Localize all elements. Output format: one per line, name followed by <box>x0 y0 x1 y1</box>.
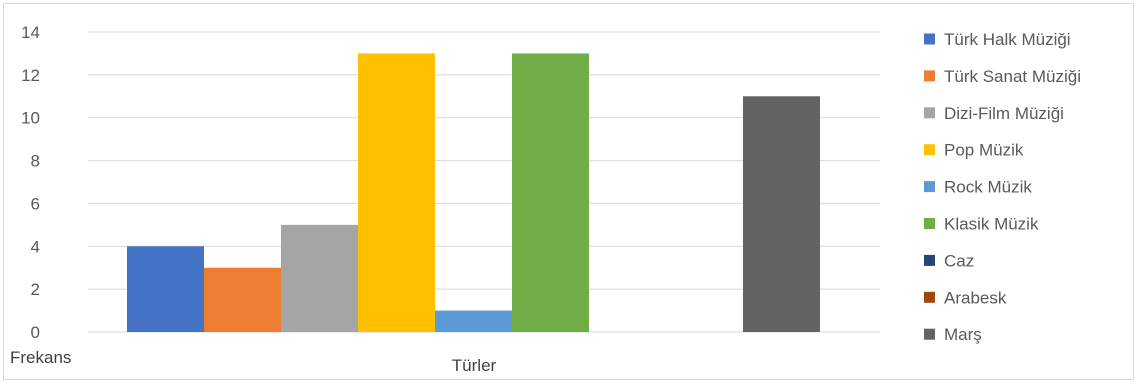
bar-pop-müzik <box>358 53 435 333</box>
y-tick-label: 8 <box>31 152 40 171</box>
legend-item: Türk Halk Müziği <box>924 30 1071 49</box>
bar-klasik-müzik <box>512 53 589 333</box>
legend-label: Caz <box>944 251 974 270</box>
x-axis-label: Türler <box>452 356 497 375</box>
legend-item: Türk Sanat Müziği <box>924 67 1081 86</box>
bars <box>127 53 820 333</box>
y-tick-label: 2 <box>31 280 40 299</box>
legend-swatch <box>924 218 935 229</box>
y-axis-label: Frekans <box>10 348 71 367</box>
legend-swatch <box>924 291 935 303</box>
legend-label: Türk Halk Müziği <box>944 30 1071 49</box>
legend-label: Rock Müzik <box>944 178 1032 197</box>
y-tick-label: 4 <box>31 237 40 256</box>
legend: Türk Halk Müziği Türk Sanat Müziği Dizi-Fi… <box>924 30 1081 344</box>
legend-item: Rock Müzik <box>924 178 1032 197</box>
y-tick-label: 10 <box>21 109 40 128</box>
y-tick-label: 0 <box>31 323 40 342</box>
legend-swatch <box>924 70 935 82</box>
legend-item: Arabesk <box>924 288 1007 307</box>
legend-item: Caz <box>924 251 974 270</box>
legend-item: Klasik Müzik <box>924 215 1039 234</box>
legend-label: Arabesk <box>944 288 1007 307</box>
legend-swatch <box>924 181 935 193</box>
bar-rock-müzik <box>435 310 512 332</box>
y-tick-label: 12 <box>21 66 40 85</box>
bar-marş <box>743 96 820 333</box>
legend-label: Dizi-Film Müziği <box>944 104 1064 123</box>
legend-label: Marş <box>944 325 982 344</box>
bar-türk-sanat-müziği <box>204 267 281 332</box>
legend-item: Marş <box>924 325 982 344</box>
legend-label: Klasik Müzik <box>944 215 1039 234</box>
legend-item: Pop Müzik <box>924 141 1024 160</box>
legend-label: Türk Sanat Müziği <box>944 67 1081 86</box>
legend-swatch <box>924 33 935 45</box>
bar-türk-halk-müziği <box>127 246 204 332</box>
legend-swatch <box>924 328 935 340</box>
y-tick-label: 14 <box>21 23 40 42</box>
legend-label: Pop Müzik <box>944 141 1024 160</box>
bar-dizi-film-müziği <box>281 224 358 332</box>
legend-swatch <box>924 254 935 266</box>
legend-swatch <box>924 107 935 119</box>
y-tick-label: 6 <box>31 194 40 213</box>
legend-swatch <box>924 144 935 156</box>
y-tick-labels: 0 2 4 6 8 10 12 14 <box>21 23 40 342</box>
legend-item: Dizi-Film Müziği <box>924 104 1064 123</box>
